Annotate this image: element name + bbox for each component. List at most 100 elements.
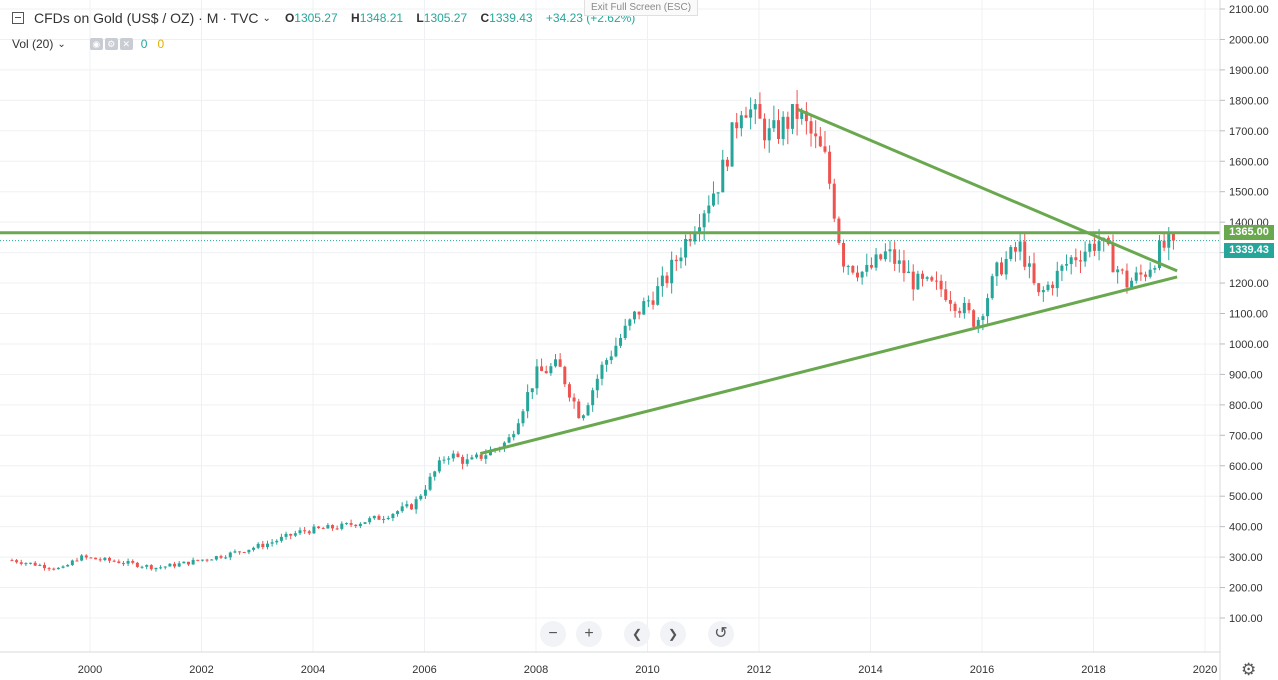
time-tick-label: 2014: [858, 664, 882, 676]
candle-body: [256, 543, 260, 548]
candle-body: [1097, 241, 1101, 251]
candle-body: [1148, 269, 1152, 277]
candle-body: [530, 388, 534, 393]
candle-body: [38, 564, 42, 566]
descending-trendline[interactable]: [797, 108, 1178, 273]
price-tick-label: 2000.00: [1229, 34, 1269, 46]
candle-body: [386, 518, 390, 520]
candle-body: [265, 543, 269, 548]
candle-body: [396, 511, 400, 514]
candle-body: [665, 275, 669, 284]
time-tick-label: 2012: [747, 664, 771, 676]
candle-body: [934, 280, 938, 282]
candle-body: [428, 476, 432, 490]
chevron-down-icon[interactable]: ⌄: [57, 38, 66, 50]
candle-body: [372, 515, 376, 519]
reset-chart-button[interactable]: ↺: [708, 621, 734, 647]
price-tick-label: 600.00: [1229, 461, 1263, 473]
candle-body: [382, 518, 386, 520]
scroll-left-button[interactable]: ❮: [624, 621, 650, 647]
candle-body: [42, 564, 46, 569]
ascending-trendline[interactable]: [479, 275, 1178, 456]
candle-body: [781, 116, 785, 140]
candle-body: [1171, 233, 1175, 241]
candle-body: [911, 271, 915, 290]
candle-body: [721, 159, 725, 193]
zoom-out-button[interactable]: −: [540, 621, 566, 647]
settings-icon[interactable]: ⚙: [104, 38, 118, 50]
candle-body: [772, 120, 776, 129]
price-tick-label: 1900.00: [1229, 65, 1269, 77]
candle-body: [279, 536, 283, 541]
candle-body: [777, 120, 781, 140]
candle-body: [1083, 251, 1087, 262]
eye-icon[interactable]: ◉: [89, 38, 103, 50]
candle-body: [205, 559, 209, 561]
candle-body: [140, 566, 144, 568]
candles: [10, 90, 1175, 572]
candle-body: [19, 562, 23, 564]
candle-body: [907, 271, 911, 274]
candle-body: [656, 286, 660, 305]
candle-body: [851, 265, 855, 273]
price-tick-label: 300.00: [1229, 552, 1263, 564]
candle-body: [1000, 262, 1004, 275]
candle-body: [967, 302, 971, 311]
volume-legend: Vol (20) ⌄ ◉ ⚙ ✕ 0 0: [0, 34, 164, 54]
minus-square-icon[interactable]: [12, 12, 24, 24]
candle-body: [135, 562, 139, 567]
candle-body: [939, 280, 943, 290]
time-axis[interactable]: 2000 2002 2004 2006 2008 2010 2012 2014 2016 2018…: [78, 664, 1217, 676]
candle-body: [307, 531, 311, 534]
candle-body: [344, 523, 348, 525]
candle-body: [409, 504, 413, 510]
candle-body: [879, 254, 883, 260]
candle-body: [716, 192, 720, 194]
candle-body: [423, 489, 427, 496]
candle-body: [707, 205, 711, 214]
price-tick-label: 1700.00: [1229, 126, 1269, 138]
candle-body: [298, 530, 302, 534]
candle-body: [1078, 260, 1082, 262]
candle-body: [47, 568, 51, 570]
symbol-title[interactable]: CFDs on Gold (US$ / OZ) · M · TVC: [34, 10, 259, 26]
candle-body: [80, 555, 84, 561]
candle-body: [586, 405, 590, 416]
candle-body: [763, 118, 767, 141]
candle-body: [1167, 233, 1171, 248]
candle-body: [893, 249, 897, 264]
time-tick-label: 2018: [1081, 664, 1105, 676]
scroll-right-button[interactable]: ❯: [660, 621, 686, 647]
candle-body: [84, 555, 88, 558]
volume-label[interactable]: Vol (20): [12, 37, 54, 51]
candle-body: [684, 238, 688, 258]
candle-body: [377, 515, 381, 520]
zoom-in-button[interactable]: +: [576, 621, 602, 647]
candle-body: [400, 506, 404, 512]
candle-body: [238, 551, 242, 553]
candle-body: [1134, 272, 1138, 281]
price-axis[interactable]: 100.00 200.00 300.00 400.00 500.00 600.00 700.…: [1220, 4, 1269, 625]
chevron-down-icon[interactable]: ⌄: [262, 12, 271, 24]
candle-body: [200, 559, 204, 561]
candle-body: [735, 122, 739, 129]
close-icon[interactable]: ✕: [119, 38, 133, 50]
candle-body: [1004, 259, 1008, 275]
candle-body: [605, 360, 609, 365]
candle-body: [447, 458, 451, 460]
candle-body: [614, 345, 618, 357]
candle-body: [1074, 257, 1078, 261]
candle-body: [711, 193, 715, 206]
gear-icon[interactable]: ⚙: [1241, 660, 1257, 679]
candle-body: [108, 557, 112, 561]
candle-body: [860, 271, 864, 278]
candle-body: [549, 366, 553, 374]
exit-fullscreen-hint[interactable]: Exit Full Screen (ESC): [584, 0, 699, 16]
candle-body: [554, 359, 558, 367]
candle-body: [358, 523, 362, 527]
price-tick-label: 400.00: [1229, 522, 1263, 534]
candle-body: [693, 233, 697, 242]
candle-body: [702, 213, 706, 228]
candle-body: [823, 146, 827, 152]
